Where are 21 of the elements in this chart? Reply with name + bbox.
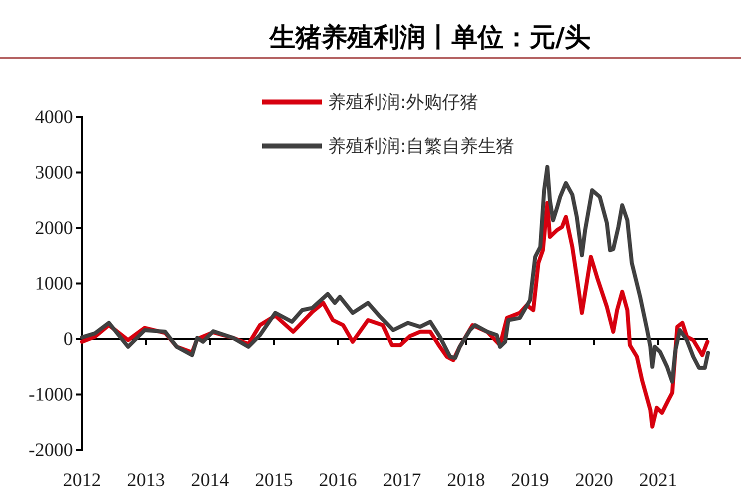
y-tick-label: 0 [64,329,73,350]
legend-label: 养殖利润:外购仔猪 [328,92,478,113]
x-tick-label: 2014 [191,470,230,491]
x-tick-label: 2016 [319,470,358,491]
y-tick-label: 1000 [35,274,73,295]
x-tick-label: 2015 [255,470,294,491]
x-tick-label: 2019 [511,470,550,491]
x-tick-label: 2017 [383,470,422,491]
y-tick-label: -1000 [28,384,73,406]
x-tick-label: 2013 [127,470,166,491]
x-tick-label: 2012 [63,470,101,491]
x-tick-label: 2021 [639,470,678,491]
chart-title: 生猪养殖利润丨单位：元/头 [268,23,591,53]
legend-label: 养殖利润:自繁自养生猪 [328,136,514,157]
y-tick-label: 3000 [35,162,73,184]
y-tick-label: 4000 [35,107,73,128]
x-tick-label: 2020 [575,470,614,491]
line-series [80,164,710,384]
x-tick-label: 2018 [447,470,486,491]
y-tick-label: -2000 [28,440,73,462]
y-tick-label: 2000 [35,218,73,240]
